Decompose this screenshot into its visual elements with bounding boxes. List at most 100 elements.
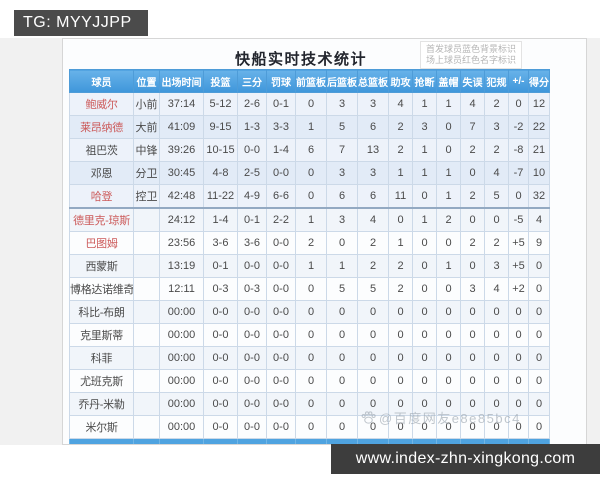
stat-cell: 9-15 — [203, 115, 238, 139]
stat-cell: 中锋 — [133, 138, 160, 162]
stat-cell: 5 — [484, 184, 509, 209]
column-header: 投篮 — [203, 69, 238, 93]
stat-cell: 0 — [436, 392, 461, 416]
stat-cell: 0 — [460, 300, 485, 324]
stat-cell: 0 — [436, 231, 461, 255]
player-row: 德里克-琼斯 24:12 1-4 0-1 2-2 1 3 4 0 1 2 0 0 -5 4 — [69, 207, 550, 232]
stat-cell: 6 — [326, 184, 358, 209]
stat-cell: 0 — [460, 369, 485, 393]
stat-cell: 13 — [357, 138, 389, 162]
stat-cell: 0 — [295, 323, 327, 347]
stat-cell: 2 — [357, 231, 389, 255]
stat-cell: 3 — [357, 92, 389, 116]
stat-cell: 0 — [326, 231, 358, 255]
stat-cell: 0-0 — [203, 369, 238, 393]
player-row: 邓恩 分卫 30:45 4-8 2-5 0-0 0 3 3 1 1 1 0 4 -7 10 — [69, 161, 550, 185]
stat-cell: 0-0 — [237, 138, 267, 162]
stat-cell: 10 — [528, 161, 550, 185]
stat-cell: 6 — [295, 138, 327, 162]
stat-cell: 0 — [528, 369, 550, 393]
stat-cell: 0 — [508, 300, 529, 324]
stat-cell: 0 — [412, 300, 437, 324]
stat-cell: 0-0 — [266, 346, 296, 370]
stat-cell: 小前 — [133, 92, 160, 116]
stat-cell — [133, 323, 160, 347]
stat-cell: 0 — [460, 161, 485, 185]
stat-cell: 0 — [326, 369, 358, 393]
stats-tbody: 鲍威尔 小前 37:14 5-12 2-6 0-1 0 3 3 4 1 1 4 2 0 12 莱昂纳德 大前 41:… — [69, 92, 550, 444]
stat-cell: 39:26 — [159, 138, 204, 162]
player-name-cell: 科比-布朗 — [69, 300, 134, 324]
totals-strip-cell — [159, 438, 204, 444]
stat-cell: 1-3 — [237, 115, 267, 139]
stat-cell: 22 — [528, 115, 550, 139]
stat-cell: 0 — [326, 300, 358, 324]
stat-cell: 0-0 — [266, 369, 296, 393]
stat-cell: 23:56 — [159, 231, 204, 255]
stat-cell: 0 — [528, 323, 550, 347]
stat-cell: 1 — [436, 161, 461, 185]
stat-cell: -5 — [508, 207, 529, 232]
player-name-cell: 哈登 — [69, 184, 134, 209]
stat-cell: 0 — [357, 369, 389, 393]
panel-title: 快船实时技术统计 — [234, 51, 367, 68]
stat-cell — [133, 415, 160, 439]
stat-cell: 0-0 — [237, 254, 267, 278]
stat-cell: 0 — [508, 184, 529, 209]
player-name-cell: 西蒙斯 — [69, 254, 134, 278]
stat-cell: 00:00 — [159, 415, 204, 439]
header-row: 球员 位置 出场时间 投篮 三分 罚球 前篮板 后篮板 总篮板 助攻 抢断 盖帽 失误 犯规 +/- 得分 — [69, 69, 550, 93]
stat-cell: 2 — [436, 207, 461, 232]
column-header: 犯规 — [484, 69, 509, 93]
player-name-cell: 乔丹-米勒 — [69, 392, 134, 416]
stat-cell: 0 — [508, 346, 529, 370]
stat-cell: 0 — [460, 346, 485, 370]
stat-cell: 0-0 — [237, 392, 267, 416]
player-row: 博格达诺维奇 12:11 0-3 0-3 0-0 0 5 5 2 0 0 3 4 +2 0 — [69, 277, 550, 301]
stat-cell: 4 — [388, 92, 413, 116]
stat-cell — [133, 277, 160, 301]
column-header: 球员 — [69, 69, 134, 93]
legend-line-starters: 首发球员蓝色背景标识 — [425, 44, 516, 54]
stat-cell: 0 — [528, 346, 550, 370]
stat-cell — [133, 207, 160, 232]
stat-cell: 0-0 — [266, 415, 296, 439]
stat-cell: 0 — [388, 207, 413, 232]
player-name-cell: 巴图姆 — [69, 231, 134, 255]
legend-line-oncourt: 场上球员红色名字标识 — [425, 55, 516, 65]
legend-note: 首发球员蓝色背景标识 场上球员红色名字标识 — [419, 41, 522, 69]
stat-cell: 0 — [388, 392, 413, 416]
stat-cell: 6 — [357, 115, 389, 139]
stat-cell: 7 — [326, 138, 358, 162]
stat-cell: 0 — [295, 184, 327, 209]
stat-cell — [133, 346, 160, 370]
stat-cell: 0 — [436, 138, 461, 162]
stat-cell: 0 — [528, 392, 550, 416]
totals-strip-cell — [237, 438, 267, 444]
totals-strip-cell — [203, 438, 238, 444]
totals-strip-cell — [295, 438, 327, 444]
player-row: 祖巴茨 中锋 39:26 10-15 0-0 1-4 6 7 13 2 1 0 2 2 -8 21 — [69, 138, 550, 162]
stat-cell: -2 — [508, 115, 529, 139]
stat-cell: 0 — [528, 415, 550, 439]
stat-cell: 1 — [326, 254, 358, 278]
stat-cell: 1 — [388, 231, 413, 255]
stats-table: 球员 位置 出场时间 投篮 三分 罚球 前篮板 后篮板 总篮板 助攻 抢断 盖帽 失误 犯规 +/- 得分 鲍… — [69, 69, 550, 444]
stat-cell: 0-0 — [237, 415, 267, 439]
stat-cell: 0-0 — [203, 346, 238, 370]
stat-cell: 3-6 — [203, 231, 238, 255]
stat-cell: 0 — [326, 323, 358, 347]
stat-cell: 3 — [460, 277, 485, 301]
stat-cell: 1 — [436, 184, 461, 209]
stat-cell: 2 — [484, 138, 509, 162]
stat-cell: 0 — [295, 161, 327, 185]
stat-cell: 1 — [412, 92, 437, 116]
stat-cell: 0 — [508, 369, 529, 393]
stat-cell: 0-0 — [203, 323, 238, 347]
stat-cell: 0-0 — [237, 323, 267, 347]
column-header: 出场时间 — [159, 69, 204, 93]
telegram-handle-badge: TG: MYYJJPP — [14, 10, 148, 36]
stat-cell: 6 — [357, 184, 389, 209]
column-header: 得分 — [528, 69, 550, 93]
stat-cell: 30:45 — [159, 161, 204, 185]
